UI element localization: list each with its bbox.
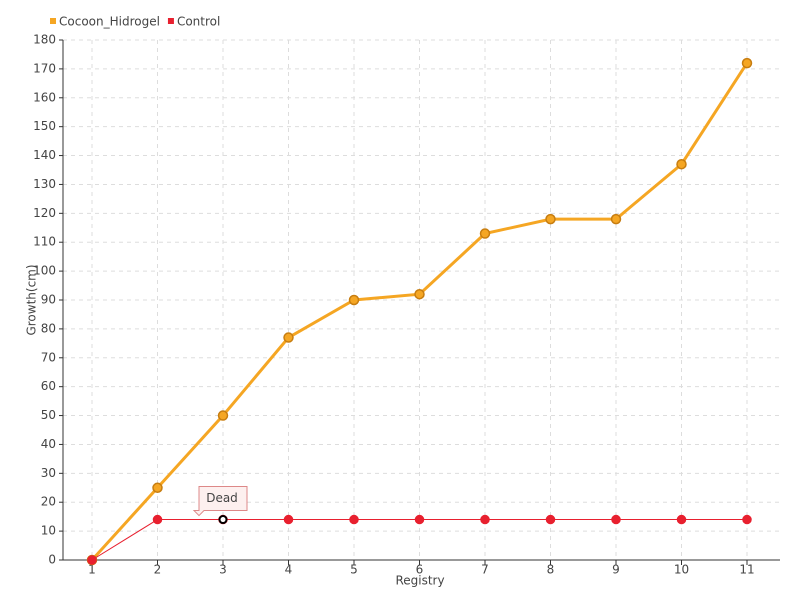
y-tick-label: 150	[33, 119, 56, 133]
y-tick-label: 0	[48, 553, 56, 567]
data-point	[545, 514, 556, 525]
x-tick-label: 11	[739, 563, 754, 577]
x-tick-label: 10	[674, 563, 689, 577]
y-tick-label: 110	[33, 235, 56, 249]
x-tick-label: 9	[612, 563, 620, 577]
x-tick-label: 3	[219, 563, 227, 577]
data-point	[87, 555, 97, 565]
data-point	[479, 228, 491, 239]
highlight-point	[218, 515, 228, 525]
y-tick-label: 60	[41, 379, 56, 393]
x-tick-label: 2	[154, 563, 162, 577]
x-axis-title: Registry	[395, 574, 444, 588]
y-tick-label: 140	[33, 148, 56, 162]
legend-swatch	[167, 18, 174, 24]
y-axis-title: Growth(cm)	[25, 264, 39, 335]
y-tick-label: 40	[41, 437, 56, 451]
x-tick-label: 1	[88, 563, 96, 577]
x-tick-label: 7	[481, 563, 489, 577]
data-point	[611, 514, 621, 525]
data-point	[283, 332, 294, 343]
y-tick-label: 80	[41, 321, 56, 335]
annotation-text: Dead	[206, 491, 238, 505]
data-point	[414, 288, 425, 300]
data-point	[152, 482, 163, 494]
data-point	[349, 514, 359, 525]
y-tick-label: 100	[33, 264, 56, 278]
legend-swatch	[50, 18, 56, 24]
data-point	[217, 410, 229, 421]
data-point	[414, 514, 425, 525]
data-point	[676, 514, 687, 525]
data-point	[742, 514, 752, 525]
y-tick-label: 50	[41, 408, 56, 422]
y-tick-label: 20	[41, 495, 56, 509]
data-point	[348, 294, 360, 306]
y-tick-label: 160	[33, 90, 56, 104]
x-tick-label: 4	[285, 563, 293, 577]
data-point	[480, 514, 490, 525]
data-point	[283, 514, 294, 525]
data-point	[741, 57, 753, 69]
y-tick-label: 30	[41, 466, 56, 480]
data-point	[545, 213, 556, 225]
y-tick-label: 180	[33, 33, 56, 47]
y-tick-label: 10	[41, 524, 56, 538]
x-tick-label: 6	[416, 563, 424, 577]
data-point	[610, 213, 622, 225]
y-tick-label: 90	[41, 293, 56, 307]
y-tick-label: 170	[33, 61, 56, 75]
annotation-box	[192, 486, 248, 517]
x-tick-label: 8	[547, 563, 555, 577]
y-tick-label: 120	[33, 206, 56, 220]
data-point	[676, 158, 687, 170]
y-tick-label: 70	[41, 350, 56, 364]
annotation: Dead	[192, 486, 248, 517]
legend-label: Cocoon_Hidrogel	[59, 15, 160, 29]
legend-label: Control	[177, 15, 220, 29]
y-tick-label: 130	[33, 177, 56, 191]
data-point	[152, 514, 163, 525]
x-tick-label: 5	[350, 563, 358, 577]
